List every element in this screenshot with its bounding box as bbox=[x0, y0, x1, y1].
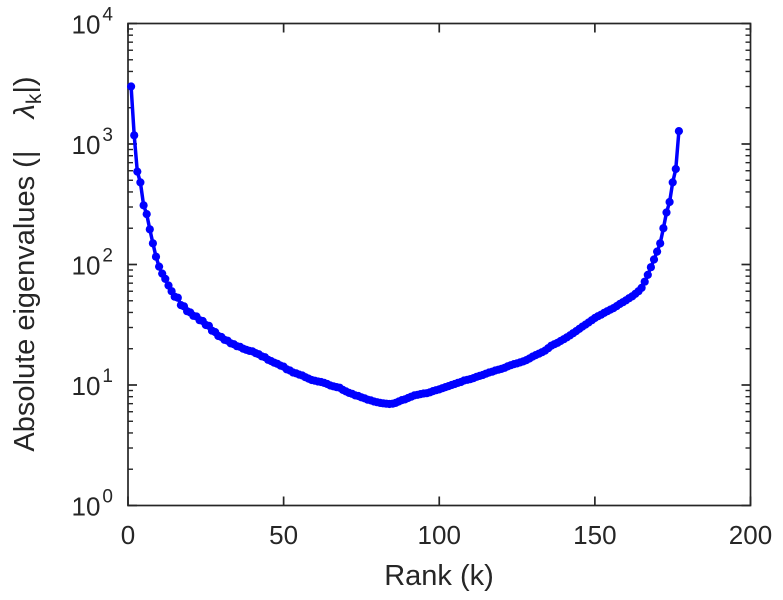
data-point-marker bbox=[130, 131, 139, 140]
x-tick-label: 100 bbox=[418, 520, 461, 550]
data-point-marker bbox=[161, 274, 170, 283]
data-point-marker bbox=[139, 201, 148, 210]
data-point-marker bbox=[142, 210, 151, 219]
data-point-marker bbox=[662, 208, 671, 217]
data-point-marker bbox=[148, 239, 157, 248]
data-point-marker bbox=[668, 178, 677, 187]
x-tick-label: 50 bbox=[269, 520, 298, 550]
y-tick-label: 10 4 bbox=[72, 5, 114, 40]
axis-label-layer: Rank (k) Absolute eigenvalues (| λk|) bbox=[9, 76, 494, 592]
data-point-marker bbox=[637, 283, 646, 292]
data-point-marker bbox=[659, 224, 668, 233]
data-point-marker bbox=[133, 167, 142, 176]
x-tick-label: 150 bbox=[573, 520, 616, 550]
data-point-marker bbox=[665, 197, 674, 207]
x-axis-label: Rank (k) bbox=[384, 560, 494, 592]
data-point-marker bbox=[151, 252, 161, 261]
data-point-marker bbox=[653, 247, 662, 256]
data-point-marker bbox=[646, 263, 656, 272]
data-point-marker bbox=[173, 293, 182, 302]
x-tick-label: 200 bbox=[729, 520, 772, 550]
data-point-marker bbox=[656, 239, 665, 248]
data-point-marker bbox=[640, 277, 649, 286]
y-tick-label: 10 0 bbox=[72, 487, 114, 522]
y-tick-label: 10 3 bbox=[72, 125, 114, 160]
data-point-marker bbox=[674, 127, 684, 136]
y-tick-label: 10 1 bbox=[72, 366, 114, 401]
data-point-marker bbox=[649, 255, 659, 264]
y-tick-label: 10 2 bbox=[72, 246, 114, 281]
plot-box bbox=[127, 22, 752, 507]
data-point-marker bbox=[127, 82, 136, 91]
y-axis-label: Absolute eigenvalues (| λk|) bbox=[9, 76, 46, 451]
x-tick-label: 0 bbox=[121, 520, 135, 550]
data-point-marker bbox=[671, 164, 680, 174]
data-point-marker bbox=[145, 225, 154, 234]
data-point-marker bbox=[155, 262, 164, 271]
data-series-layer bbox=[127, 82, 684, 409]
data-point-marker bbox=[643, 270, 652, 279]
data-point-marker bbox=[136, 178, 145, 187]
series-line bbox=[129, 84, 681, 406]
